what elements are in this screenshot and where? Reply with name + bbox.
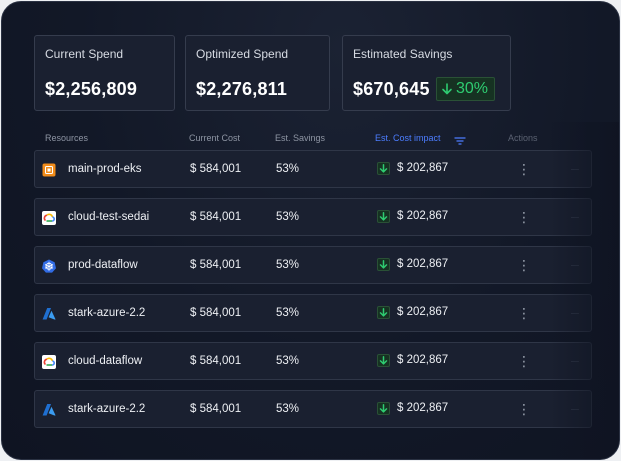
current-cost-cell: $ 584,001 xyxy=(190,355,242,367)
more-actions-icon[interactable]: ⋮ xyxy=(517,401,531,417)
est-savings-cell: 53% xyxy=(276,355,300,367)
current-spend-label: Current Spend xyxy=(45,47,124,61)
resource-name[interactable]: stark-azure-2.2 xyxy=(68,403,146,415)
current-cost-cell: $ 584,001 xyxy=(190,307,242,319)
est-savings-cell: 53% xyxy=(276,163,300,175)
est-savings-cell: 53% xyxy=(276,259,300,271)
hidden-column-divider xyxy=(571,169,579,170)
more-actions-icon[interactable]: ⋮ xyxy=(517,161,531,177)
kubernetes-icon xyxy=(42,259,56,273)
optimized-spend-label: Optimized Spend xyxy=(196,47,289,61)
est-cost-impact-cell: $ 202,867 xyxy=(397,258,449,270)
aws-icon xyxy=(42,163,56,177)
arrow-down-icon xyxy=(377,162,390,175)
resource-name[interactable]: prod-dataflow xyxy=(68,259,138,271)
resource-name[interactable]: cloud-test-sedai xyxy=(68,211,150,223)
optimized-spend-card: Optimized Spend $2,276,811 xyxy=(185,35,330,111)
estimated-savings-label: Estimated Savings xyxy=(353,47,453,61)
savings-percent-value: 30% xyxy=(456,80,489,97)
arrow-down-icon xyxy=(377,306,390,319)
current-cost-cell: $ 584,001 xyxy=(190,163,242,175)
arrow-down-icon xyxy=(377,210,390,223)
column-header-current-cost[interactable]: Current Cost xyxy=(189,133,241,143)
current-cost-cell: $ 584,001 xyxy=(190,211,242,223)
resource-name[interactable]: main-prod-eks xyxy=(68,163,142,175)
table-row[interactable]: cloud-dataflow $ 584,001 53% $ 202,867 ⋮ xyxy=(34,342,592,380)
resource-name[interactable]: cloud-dataflow xyxy=(68,355,143,367)
hidden-column-divider xyxy=(571,361,579,362)
table-row[interactable]: prod-dataflow $ 584,001 53% $ 202,867 ⋮ xyxy=(34,246,592,284)
gcp-icon xyxy=(42,211,56,225)
est-cost-impact-cell: $ 202,867 xyxy=(397,162,449,174)
column-header-resources[interactable]: Resources xyxy=(45,133,89,143)
more-actions-icon[interactable]: ⋮ xyxy=(517,305,531,321)
est-savings-cell: 53% xyxy=(276,211,300,223)
hidden-column-divider xyxy=(571,313,579,314)
sort-icon[interactable] xyxy=(454,133,466,151)
estimated-savings-card: Estimated Savings $670,645 30% xyxy=(342,35,511,111)
current-cost-cell: $ 584,001 xyxy=(190,403,242,415)
current-cost-cell: $ 584,001 xyxy=(190,259,242,271)
est-cost-impact-cell: $ 202,867 xyxy=(397,354,449,366)
column-header-est-cost-impact[interactable]: Est. Cost impact xyxy=(375,133,441,143)
estimated-savings-value: $670,645 xyxy=(353,79,430,99)
azure-icon xyxy=(42,307,56,321)
current-spend-card: Current Spend $2,256,809 xyxy=(34,35,175,111)
arrow-down-icon xyxy=(377,354,390,367)
table-row[interactable]: cloud-test-sedai $ 584,001 53% $ 202,867… xyxy=(34,198,592,236)
est-cost-impact-cell: $ 202,867 xyxy=(397,306,449,318)
column-header-actions: Actions xyxy=(508,133,538,143)
savings-percent-badge: 30% xyxy=(436,77,496,101)
table-row[interactable]: main-prod-eks $ 584,001 53% $ 202,867 ⋮ xyxy=(34,150,592,188)
more-actions-icon[interactable]: ⋮ xyxy=(517,257,531,273)
current-spend-value: $2,256,809 xyxy=(45,79,138,99)
optimized-spend-value: $2,276,811 xyxy=(196,79,288,99)
table-row[interactable]: stark-azure-2.2 $ 584,001 53% $ 202,867 … xyxy=(34,390,592,428)
more-actions-icon[interactable]: ⋮ xyxy=(517,209,531,225)
arrow-down-icon xyxy=(442,83,452,95)
column-header-est-savings[interactable]: Est. Savings xyxy=(275,133,326,143)
est-cost-impact-cell: $ 202,867 xyxy=(397,210,449,222)
gcp-icon xyxy=(42,355,56,369)
est-cost-impact-cell: $ 202,867 xyxy=(397,402,449,414)
resource-name[interactable]: stark-azure-2.2 xyxy=(68,307,146,319)
est-savings-cell: 53% xyxy=(276,307,300,319)
azure-icon xyxy=(42,403,56,417)
arrow-down-icon xyxy=(377,258,390,271)
more-actions-icon[interactable]: ⋮ xyxy=(517,353,531,369)
est-savings-cell: 53% xyxy=(276,403,300,415)
arrow-down-icon xyxy=(377,402,390,415)
table-row[interactable]: stark-azure-2.2 $ 584,001 53% $ 202,867 … xyxy=(34,294,592,332)
hidden-column-divider xyxy=(571,409,579,410)
hidden-column-divider xyxy=(571,217,579,218)
hidden-column-divider xyxy=(571,265,579,266)
